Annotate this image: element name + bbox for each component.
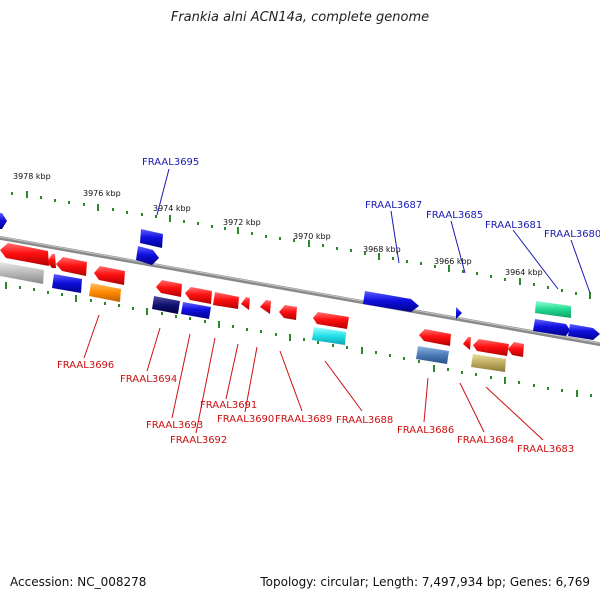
scale-label-3972: 3972 kbp	[223, 218, 261, 227]
inner-ticks	[5, 282, 592, 397]
scale-label-3968: 3968 kbp	[363, 245, 401, 254]
gene-label-fraal3695[interactable]: FRAAL3695	[142, 157, 199, 168]
gene-label-fraal3684[interactable]: FRAAL3684	[457, 435, 514, 446]
gene-arrow-forward[interactable]	[533, 319, 570, 336]
gene-arrow-reverse[interactable]	[473, 339, 509, 356]
gene-label-fraal3685[interactable]: FRAAL3685	[426, 210, 483, 221]
scale-label-3970: 3970 kbp	[293, 232, 331, 241]
gene-label-fraal3696[interactable]: FRAAL3696	[57, 360, 114, 371]
gene-arrow-forward[interactable]	[568, 324, 600, 340]
gene-label-fraal3693[interactable]: FRAAL3693	[146, 420, 203, 431]
gene-arrow-reverse[interactable]	[279, 305, 297, 320]
scale-label-3978: 3978 kbp	[13, 172, 51, 181]
gene-label-fraal3686[interactable]: FRAAL3686	[397, 425, 454, 436]
reverse-genes	[0, 243, 524, 372]
gene-arrow-forward[interactable]	[456, 307, 462, 319]
scale-label-3974: 3974 kbp	[153, 204, 191, 213]
gene-arrow-reverse[interactable]	[94, 266, 125, 285]
gene-arrow-reverse[interactable]	[312, 327, 346, 345]
gene-label-fraal3690[interactable]: FRAAL3690	[217, 414, 274, 425]
gene-arrow-reverse[interactable]	[47, 254, 56, 268]
gene-arrow-reverse[interactable]	[181, 302, 211, 319]
gene-arrow-reverse[interactable]	[419, 329, 451, 346]
gene-arrow-reverse[interactable]	[260, 300, 271, 314]
gene-arrow-forward[interactable]	[0, 213, 7, 229]
genome-backbone-highlight	[0, 236, 600, 344]
gene-arrow-reverse[interactable]	[185, 287, 212, 304]
forward-genes	[0, 213, 600, 340]
gene-arrow-reverse[interactable]	[52, 274, 82, 293]
outer-ticks	[11, 191, 591, 299]
gene-arrow-reverse[interactable]	[156, 280, 182, 297]
gene-arrow-reverse[interactable]	[0, 262, 44, 284]
gene-arrow-forward[interactable]	[140, 229, 163, 248]
gene-arrow-forward[interactable]	[136, 246, 159, 265]
gene-arrow-reverse[interactable]	[241, 297, 250, 310]
map-title: Frankia alni ACN14a, complete genome	[170, 10, 430, 25]
gene-arrow-reverse[interactable]	[416, 346, 449, 364]
gene-arrow-reverse[interactable]	[508, 342, 524, 357]
scale-label-3964: 3964 kbp	[505, 268, 543, 277]
gene-arrow-reverse[interactable]	[313, 312, 349, 329]
gene-label-fraal3680[interactable]: FRAAL3680	[544, 229, 600, 240]
gene-label-fraal3683[interactable]: FRAAL3683	[517, 444, 574, 455]
gene-arrow-reverse[interactable]	[56, 257, 87, 276]
gene-arrow-reverse[interactable]	[471, 354, 506, 372]
gene-arrow-reverse[interactable]	[152, 296, 180, 314]
gene-arrow-forward[interactable]	[363, 291, 419, 312]
accession-text: Accession: NC_008278	[10, 575, 147, 589]
forward-leaders	[156, 168, 591, 294]
gene-label-fraal3687[interactable]: FRAAL3687	[365, 200, 422, 211]
gene-label-fraal3689[interactable]: FRAAL3689	[275, 414, 332, 425]
gene-label-fraal3691[interactable]: FRAAL3691	[200, 400, 257, 411]
gene-label-fraal3692[interactable]: FRAAL3692	[170, 435, 227, 446]
reverse-leaders	[83, 314, 544, 441]
genome-backbone	[0, 235, 600, 347]
gene-arrow-reverse[interactable]	[0, 243, 49, 266]
scale-label-3966: 3966 kbp	[434, 257, 472, 266]
gene-arrow-reverse[interactable]	[463, 337, 471, 350]
gene-label-fraal3694[interactable]: FRAAL3694	[120, 374, 177, 385]
scale-label-3976: 3976 kbp	[83, 189, 121, 198]
gene-arrow-reverse[interactable]	[213, 292, 239, 309]
gene-label-fraal3681[interactable]: FRAAL3681	[485, 220, 542, 231]
genome-summary-text: Topology: circular; Length: 7,497,934 bp…	[260, 575, 590, 589]
gene-arrow-reverse[interactable]	[89, 283, 121, 302]
gene-arrow-forward[interactable]	[535, 301, 571, 318]
gene-label-fraal3688[interactable]: FRAAL3688	[336, 415, 393, 426]
